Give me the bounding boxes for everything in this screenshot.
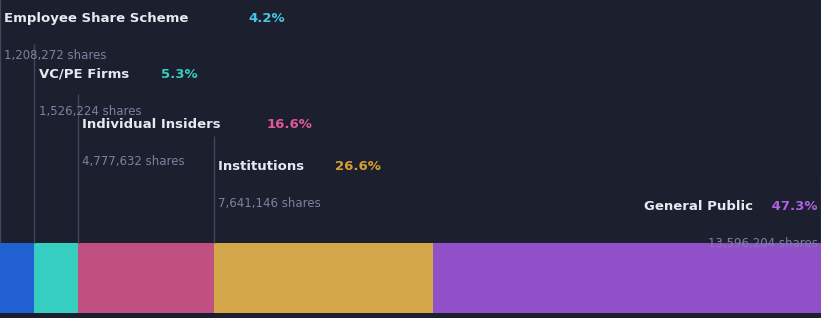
Bar [34, 243, 78, 313]
Text: 5.3%: 5.3% [161, 68, 198, 81]
Text: 16.6%: 16.6% [267, 118, 313, 131]
Text: 4,777,632 shares: 4,777,632 shares [82, 155, 185, 168]
Text: 1,208,272 shares: 1,208,272 shares [4, 49, 107, 62]
Text: 1,526,224 shares: 1,526,224 shares [39, 105, 141, 118]
Text: 13,596,204 shares: 13,596,204 shares [708, 237, 818, 250]
Bar [433, 243, 821, 313]
Text: Institutions: Institutions [218, 160, 310, 173]
Text: General Public: General Public [644, 200, 753, 213]
Bar [78, 243, 214, 313]
Bar [214, 243, 433, 313]
Text: 7,641,146 shares: 7,641,146 shares [218, 197, 321, 210]
Text: Individual Insiders: Individual Insiders [82, 118, 225, 131]
Text: Employee Share Scheme: Employee Share Scheme [4, 12, 193, 25]
Bar [0, 243, 34, 313]
Text: 4.2%: 4.2% [248, 12, 285, 25]
Text: 26.6%: 26.6% [336, 160, 382, 173]
Text: VC/PE Firms: VC/PE Firms [39, 68, 134, 81]
Text: 47.3%: 47.3% [767, 200, 818, 213]
